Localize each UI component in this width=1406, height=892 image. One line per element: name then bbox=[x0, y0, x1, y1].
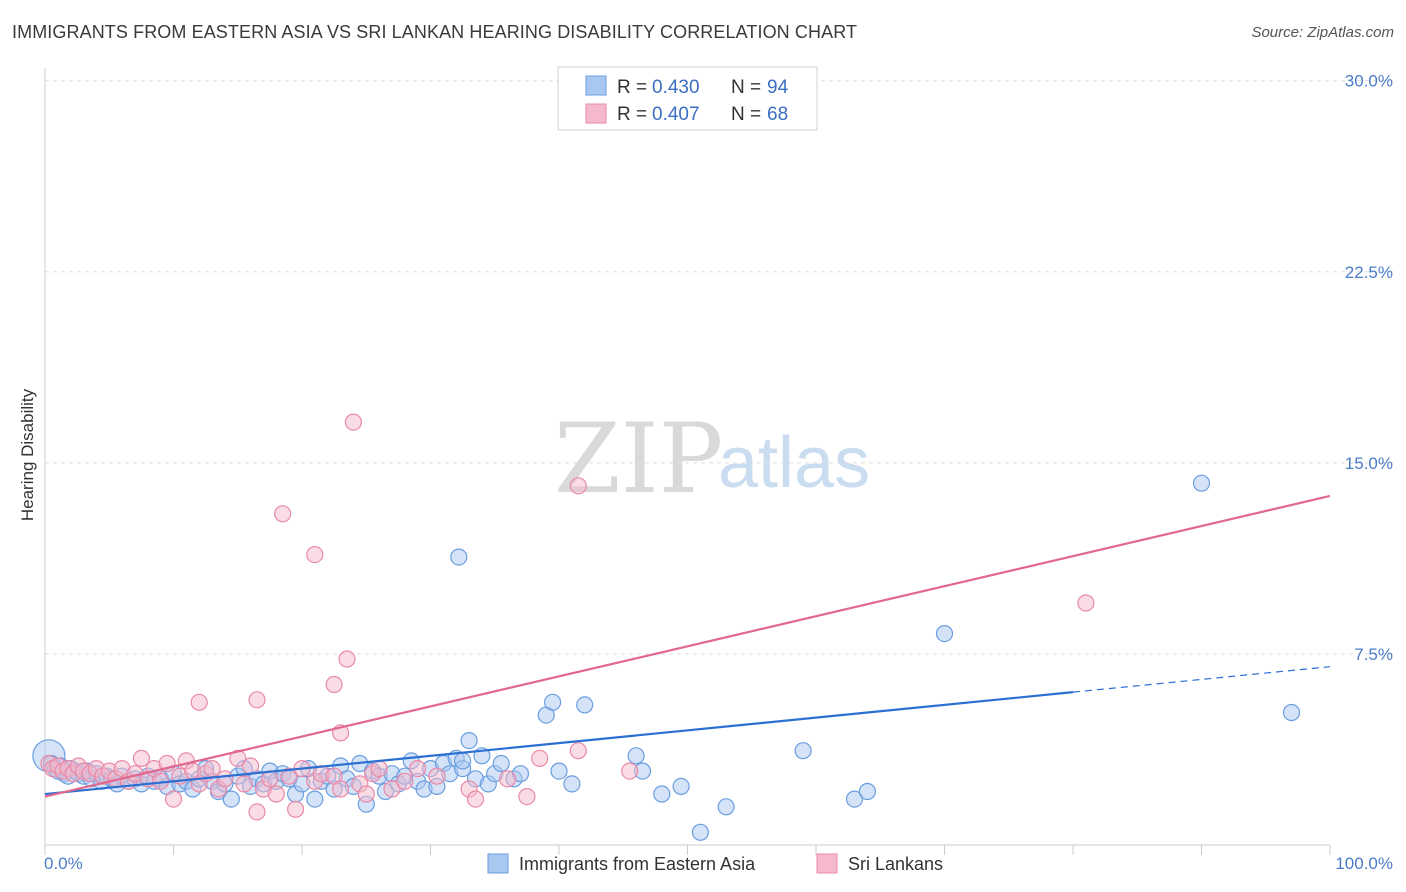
point-sri-lankans-29 bbox=[216, 770, 234, 788]
stats-n-value-blue: 94 bbox=[767, 77, 789, 98]
chart-title: IMMIGRANTS FROM EASTERN ASIA VS SRI LANK… bbox=[12, 22, 858, 42]
point-sri-lankans-56 bbox=[531, 749, 549, 768]
point-sri-lankans-33 bbox=[248, 803, 266, 821]
y-tick-label-0: 7.5% bbox=[1354, 645, 1393, 664]
grid-lines bbox=[45, 80, 1393, 655]
point-immigrants-81 bbox=[543, 693, 562, 711]
point-immigrants-94 bbox=[858, 782, 877, 801]
point-immigrants-98 bbox=[1282, 703, 1301, 722]
y-axis-title: Hearing Disability bbox=[18, 388, 37, 521]
bottom-legend: Immigrants from Eastern Asia Sri Lankans bbox=[487, 853, 943, 874]
point-immigrants-35 bbox=[222, 790, 240, 808]
stats-r-value-pink: 0.407 bbox=[652, 104, 700, 125]
point-immigrants-92 bbox=[794, 742, 812, 760]
trend-line-sri-lankans bbox=[44, 494, 1331, 798]
point-sri-lankans-31 bbox=[235, 775, 253, 793]
point-sri-lankans-68 bbox=[1077, 594, 1095, 612]
legend-label-sri-lankans: Sri Lankans bbox=[848, 854, 943, 874]
point-sri-lankans-67 bbox=[569, 477, 587, 495]
x-tick-label-min: 0.0% bbox=[44, 854, 83, 873]
point-immigrants-95 bbox=[935, 624, 954, 643]
x-tick-label-max: 100.0% bbox=[1335, 854, 1393, 873]
point-sri-lankans-51 bbox=[428, 767, 446, 785]
point-sri-lankans-57 bbox=[569, 742, 587, 760]
point-immigrants-93 bbox=[845, 790, 864, 808]
point-sri-lankans-37 bbox=[280, 767, 298, 785]
point-sri-lankans-63 bbox=[338, 650, 356, 668]
point-sri-lankans-53 bbox=[466, 790, 485, 808]
point-immigrants-48 bbox=[306, 790, 324, 808]
point-sri-lankans-59 bbox=[190, 693, 208, 711]
y-tick-label-2: 22.5% bbox=[1345, 263, 1393, 282]
stats-n-label-pink: N = bbox=[731, 104, 761, 125]
trend-line-immigrants-extension bbox=[1072, 666, 1331, 693]
point-sri-lankans-43 bbox=[332, 780, 350, 798]
legend-swatch-sri-lankans bbox=[816, 853, 838, 874]
stats-r-label-blue: R = bbox=[617, 77, 647, 98]
axes bbox=[44, 68, 1331, 855]
point-sri-lankans-66 bbox=[344, 413, 362, 431]
stats-legend: R = 0.430 N = 94 R = 0.407 N = 68 bbox=[557, 66, 818, 131]
point-immigrants-72 bbox=[460, 731, 478, 750]
point-sri-lankans-54 bbox=[499, 770, 517, 788]
point-immigrants-89 bbox=[672, 777, 690, 796]
trend-line-immigrants bbox=[44, 691, 1074, 796]
point-immigrants-86 bbox=[627, 747, 645, 765]
point-immigrants-91 bbox=[717, 798, 735, 816]
point-sri-lankans-32 bbox=[242, 757, 260, 775]
point-immigrants-97 bbox=[1192, 474, 1211, 492]
point-sri-lankans-64 bbox=[274, 505, 292, 523]
stats-legend-swatch-pink bbox=[585, 103, 607, 124]
point-sri-lankans-61 bbox=[325, 675, 343, 694]
stats-r-label-pink: R = bbox=[617, 104, 647, 125]
legend-swatch-immigrants bbox=[487, 853, 509, 874]
point-sri-lankans-49 bbox=[396, 772, 414, 790]
stats-n-value-pink: 68 bbox=[767, 104, 788, 125]
point-sri-lankans-36 bbox=[267, 785, 285, 803]
point-sri-lankans-21 bbox=[164, 790, 183, 808]
point-immigrants-90 bbox=[691, 823, 710, 841]
trend-lines bbox=[44, 494, 1331, 798]
point-sri-lankans-47 bbox=[370, 759, 388, 778]
point-immigrants-85 bbox=[576, 696, 594, 714]
y-tick-label-3: 30.0% bbox=[1345, 72, 1393, 91]
point-immigrants-96 bbox=[450, 548, 468, 566]
point-sri-lankans-16 bbox=[132, 749, 150, 768]
point-sri-lankans-60 bbox=[248, 691, 266, 709]
point-sri-lankans-55 bbox=[518, 787, 536, 806]
point-sri-lankans-50 bbox=[409, 759, 427, 778]
y-tick-label-1: 15.0% bbox=[1345, 454, 1393, 473]
point-sri-lankans-45 bbox=[357, 785, 375, 803]
stats-r-value-blue: 0.430 bbox=[652, 77, 700, 98]
point-immigrants-82 bbox=[550, 762, 568, 780]
point-sri-lankans-48 bbox=[383, 780, 401, 798]
stats-n-label-blue: N = bbox=[731, 77, 761, 98]
y-tick-labels: 7.5% 15.0% 22.5% 30.0% bbox=[1345, 72, 1393, 664]
point-sri-lankans-38 bbox=[287, 800, 305, 818]
legend-label-immigrants: Immigrants from Eastern Asia bbox=[519, 854, 756, 874]
point-sri-lankans-65 bbox=[306, 545, 324, 564]
point-immigrants-84 bbox=[454, 752, 472, 770]
source-credit: Source: ZipAtlas.com bbox=[1251, 24, 1394, 41]
point-immigrants-83 bbox=[563, 775, 581, 793]
point-sri-lankans-58 bbox=[621, 762, 639, 780]
stats-legend-swatch-blue bbox=[585, 75, 607, 96]
watermark-zip: ZIP bbox=[554, 403, 723, 515]
point-immigrants-88 bbox=[653, 785, 671, 803]
point-immigrants-77 bbox=[492, 754, 510, 773]
